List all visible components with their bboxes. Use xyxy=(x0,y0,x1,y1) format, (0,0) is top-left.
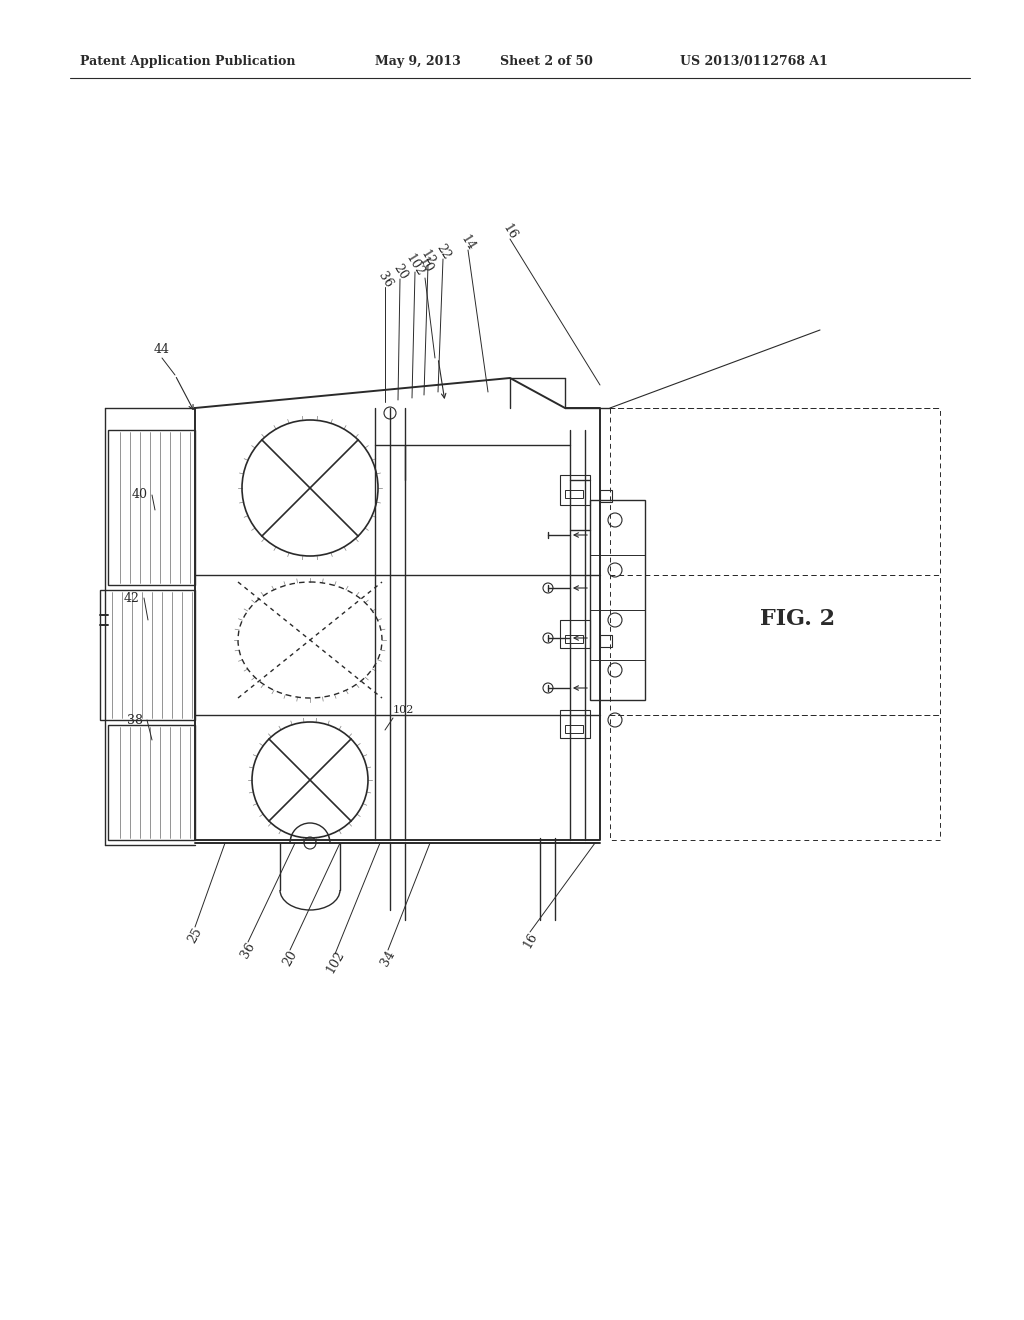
Text: May 9, 2013: May 9, 2013 xyxy=(375,55,461,69)
Text: 102: 102 xyxy=(324,948,346,975)
Bar xyxy=(565,635,583,643)
Text: 25: 25 xyxy=(185,925,205,945)
Text: 42: 42 xyxy=(124,591,140,605)
Text: 16: 16 xyxy=(520,929,540,950)
Bar xyxy=(100,590,195,719)
Text: FIG. 2: FIG. 2 xyxy=(760,609,836,630)
Text: 14: 14 xyxy=(459,232,478,253)
Bar xyxy=(560,475,590,506)
Bar xyxy=(610,576,940,715)
Text: 102: 102 xyxy=(403,251,427,279)
Text: 102: 102 xyxy=(393,705,415,715)
Bar xyxy=(560,710,590,738)
Text: 36: 36 xyxy=(375,269,394,290)
Bar xyxy=(560,620,590,648)
Bar xyxy=(610,715,940,840)
Text: Sheet 2 of 50: Sheet 2 of 50 xyxy=(500,55,593,69)
Text: 16: 16 xyxy=(501,222,520,243)
Bar xyxy=(565,490,583,498)
Text: 20: 20 xyxy=(390,261,410,282)
Bar xyxy=(108,430,195,585)
Text: 22: 22 xyxy=(433,242,453,263)
Bar xyxy=(600,490,612,502)
Text: 36: 36 xyxy=(239,940,258,960)
Text: 12: 12 xyxy=(418,248,437,268)
Text: Patent Application Publication: Patent Application Publication xyxy=(80,55,296,69)
Text: 34: 34 xyxy=(379,948,397,968)
Text: 44: 44 xyxy=(154,343,170,356)
Text: 10: 10 xyxy=(416,255,434,275)
Text: US 2013/0112768 A1: US 2013/0112768 A1 xyxy=(680,55,827,69)
Text: 20: 20 xyxy=(281,948,300,968)
Text: 40: 40 xyxy=(132,488,148,502)
Bar xyxy=(590,500,645,700)
Bar xyxy=(108,725,195,840)
Text: 38: 38 xyxy=(127,714,143,726)
Bar xyxy=(600,635,612,647)
Bar xyxy=(565,725,583,733)
Bar xyxy=(610,408,940,576)
